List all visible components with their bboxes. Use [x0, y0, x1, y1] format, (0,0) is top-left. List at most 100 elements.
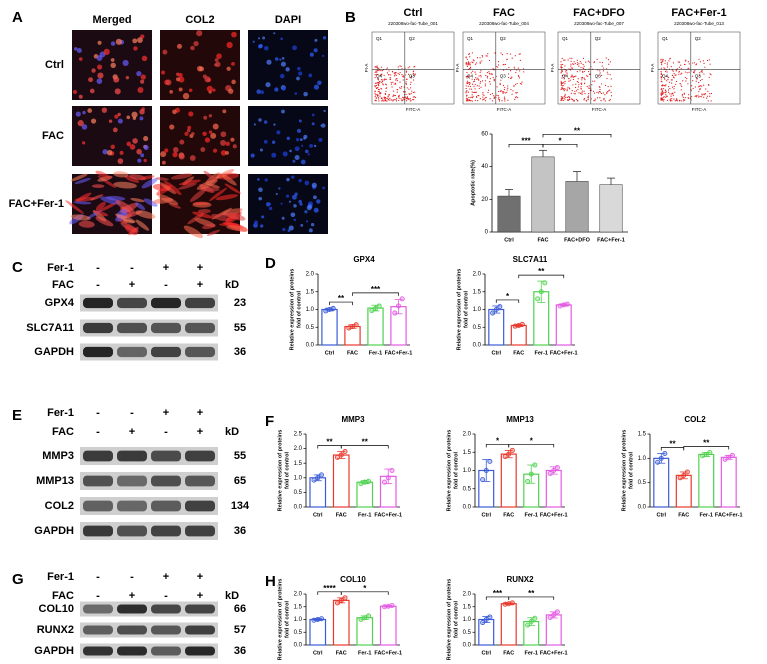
event-dot	[508, 66, 510, 69]
y-axis-label: Relative expression of proteins	[621, 430, 627, 512]
data-point	[502, 454, 508, 460]
event-dot	[663, 67, 665, 69]
cell	[132, 38, 138, 44]
event-dot	[687, 96, 689, 99]
event-dot	[391, 86, 393, 88]
y-axis-label: fold of control	[628, 452, 634, 489]
event-dot	[374, 85, 376, 87]
data-point	[493, 306, 499, 312]
event-dot	[472, 70, 474, 72]
event-dot	[392, 99, 395, 101]
event-dot	[564, 98, 566, 100]
event-dot	[515, 83, 517, 86]
y-tick-label: 20	[481, 197, 488, 203]
event-dot	[600, 83, 603, 85]
event-dot	[667, 78, 669, 80]
data-point	[334, 454, 340, 460]
cell	[126, 141, 132, 147]
event-dot	[466, 94, 468, 96]
event-dot	[400, 65, 402, 68]
band-kd: 23	[234, 297, 246, 309]
event-dot	[560, 99, 562, 101]
quadrant-label: Q3	[409, 74, 416, 79]
event-dot	[567, 59, 569, 61]
cell	[212, 148, 218, 153]
quadrant-label: Q4	[467, 74, 474, 79]
cell	[228, 88, 234, 94]
cell	[291, 194, 297, 200]
event-dot	[507, 76, 510, 79]
event-dot	[586, 75, 588, 77]
cell	[89, 88, 95, 94]
event-dot	[478, 87, 480, 90]
treatment-label: Fer-1	[47, 407, 74, 419]
event-dot	[690, 85, 693, 87]
event-dot	[393, 72, 395, 74]
event-dot	[492, 77, 494, 79]
band	[83, 322, 113, 334]
event-dot	[570, 60, 572, 63]
x-tick-label: FAC+DFO	[564, 237, 591, 243]
event-dot	[390, 83, 393, 85]
cell	[103, 48, 110, 55]
event-dot	[485, 55, 487, 57]
band	[151, 475, 181, 487]
event-dot	[395, 82, 397, 84]
plot-title: FAC	[493, 7, 515, 19]
event-dot	[565, 74, 567, 76]
event-dot	[475, 62, 478, 64]
x-tick-label: FAC+Fer-1	[715, 512, 743, 518]
cell	[202, 131, 207, 137]
cell	[136, 71, 142, 77]
panel-label: A	[12, 9, 23, 26]
event-dot	[685, 80, 687, 82]
event-dot	[465, 57, 467, 59]
event-dot	[588, 93, 590, 95]
event-dot	[466, 80, 469, 82]
event-dot	[388, 70, 390, 72]
event-dot	[378, 69, 380, 72]
cell	[257, 178, 260, 181]
event-dot	[583, 77, 585, 79]
event-dot	[484, 80, 487, 82]
event-dot	[486, 71, 488, 74]
event-dot	[523, 71, 525, 73]
cell	[311, 182, 317, 188]
event-dot	[466, 90, 468, 92]
event-dot	[408, 66, 411, 68]
y-axis-label: Relative expression of proteins	[277, 579, 283, 661]
event-dot	[607, 73, 609, 75]
y-tick-label: 1.5	[473, 289, 482, 295]
y-tick-label: 1.5	[463, 604, 472, 610]
event-dot	[680, 89, 682, 91]
event-dot	[698, 58, 700, 60]
event-dot	[511, 93, 513, 95]
event-dot	[664, 62, 666, 64]
band	[185, 450, 215, 462]
bar	[545, 469, 562, 508]
event-dot	[560, 64, 562, 66]
band-kd: 65	[234, 475, 246, 487]
event-dot	[583, 97, 586, 100]
event-dot	[599, 61, 601, 63]
event-dot	[683, 92, 685, 94]
cell	[261, 215, 265, 219]
cell	[301, 144, 304, 147]
cell	[281, 86, 286, 91]
blot-strip	[80, 319, 218, 337]
band-label: COL10	[39, 603, 74, 615]
event-dot	[664, 85, 666, 87]
event-dot	[409, 83, 412, 85]
band	[83, 297, 113, 309]
cell	[281, 109, 285, 114]
data-point	[535, 296, 541, 302]
event-dot	[562, 63, 564, 66]
event-dot	[376, 82, 379, 84]
event-dot	[593, 62, 595, 64]
cell	[178, 179, 201, 186]
y-axis-label: Relative expression of proteins	[456, 269, 462, 351]
event-dot	[498, 99, 501, 101]
treatment-sign: -	[96, 262, 100, 274]
band	[117, 604, 147, 614]
event-dot	[562, 87, 564, 89]
